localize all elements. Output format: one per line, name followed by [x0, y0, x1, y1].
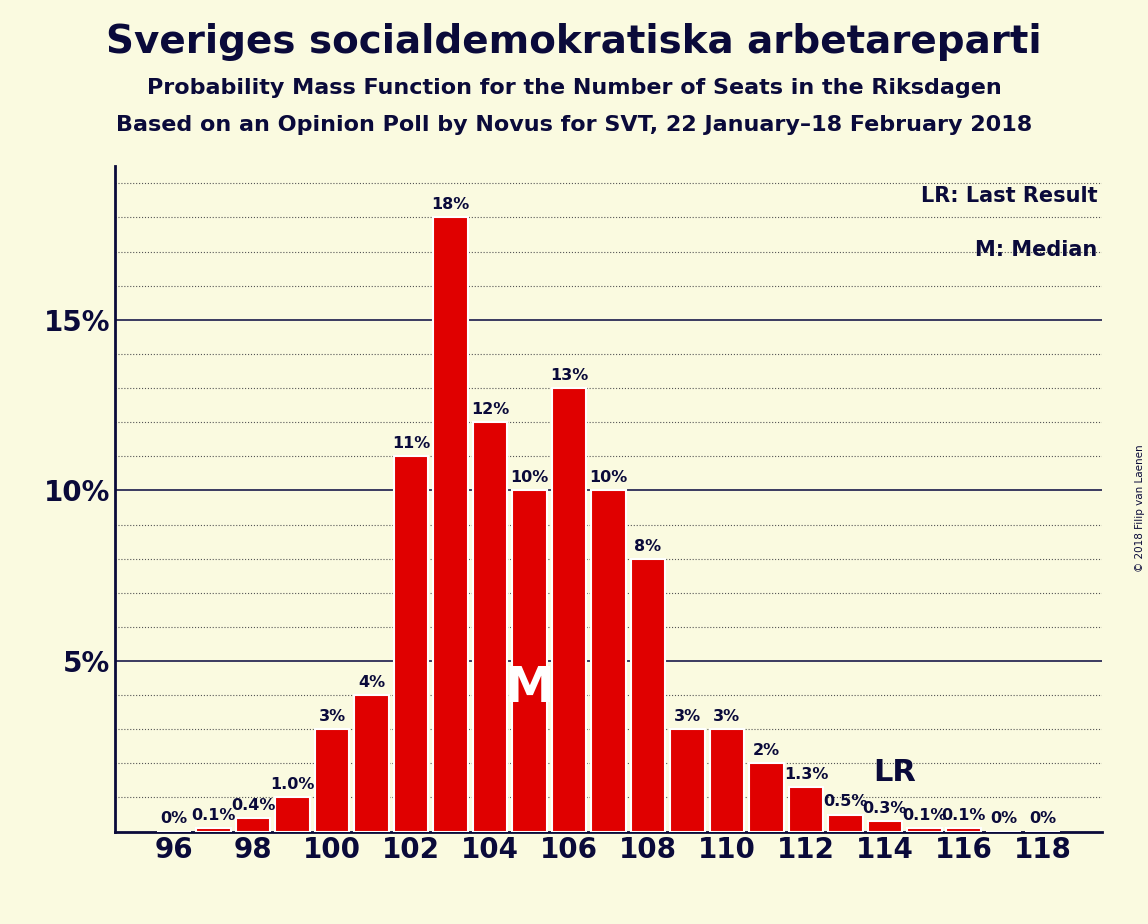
Bar: [946, 828, 982, 832]
Bar: [907, 828, 941, 832]
Text: 0.1%: 0.1%: [192, 808, 235, 823]
Bar: [354, 695, 389, 832]
Text: 0.1%: 0.1%: [941, 808, 986, 823]
Bar: [670, 729, 705, 832]
Bar: [551, 388, 587, 832]
Text: © 2018 Filip van Laenen: © 2018 Filip van Laenen: [1135, 444, 1145, 572]
Text: 1.0%: 1.0%: [270, 777, 315, 793]
Text: 1.3%: 1.3%: [784, 767, 828, 782]
Text: Sveriges socialdemokratiska arbetareparti: Sveriges socialdemokratiska arbetarepart…: [106, 23, 1042, 61]
Bar: [276, 797, 310, 832]
Text: 3%: 3%: [713, 709, 740, 724]
Bar: [512, 491, 546, 832]
Bar: [394, 456, 428, 832]
Bar: [789, 787, 823, 832]
Bar: [709, 729, 744, 832]
Text: 10%: 10%: [511, 470, 549, 485]
Bar: [473, 422, 507, 832]
Text: 2%: 2%: [753, 743, 779, 759]
Text: 4%: 4%: [358, 675, 385, 690]
Bar: [828, 815, 863, 832]
Bar: [748, 763, 784, 832]
Text: 0.5%: 0.5%: [823, 795, 868, 809]
Bar: [235, 818, 271, 832]
Text: M: Median: M: Median: [975, 239, 1097, 260]
Text: 3%: 3%: [674, 709, 701, 724]
Text: 0%: 0%: [990, 811, 1017, 826]
Bar: [315, 729, 349, 832]
Text: 12%: 12%: [471, 402, 509, 417]
Text: Probability Mass Function for the Number of Seats in the Riksdagen: Probability Mass Function for the Number…: [147, 78, 1001, 98]
Text: 0%: 0%: [1030, 811, 1056, 826]
Text: 11%: 11%: [391, 436, 430, 451]
Bar: [868, 821, 902, 832]
Text: LR: Last Result: LR: Last Result: [921, 187, 1097, 206]
Text: 13%: 13%: [550, 368, 588, 383]
Text: 0%: 0%: [161, 811, 187, 826]
Text: M: M: [505, 664, 554, 712]
Bar: [630, 559, 666, 832]
Text: 18%: 18%: [432, 198, 470, 213]
Bar: [591, 491, 626, 832]
Text: 8%: 8%: [635, 539, 661, 553]
Bar: [433, 217, 468, 832]
Text: 0.3%: 0.3%: [862, 801, 907, 816]
Text: Based on an Opinion Poll by Novus for SVT, 22 January–18 February 2018: Based on an Opinion Poll by Novus for SV…: [116, 115, 1032, 135]
Text: 0.1%: 0.1%: [902, 808, 947, 823]
Bar: [196, 828, 231, 832]
Text: 3%: 3%: [318, 709, 346, 724]
Text: 10%: 10%: [589, 470, 628, 485]
Text: 0.4%: 0.4%: [231, 797, 276, 813]
Text: LR: LR: [872, 759, 916, 787]
